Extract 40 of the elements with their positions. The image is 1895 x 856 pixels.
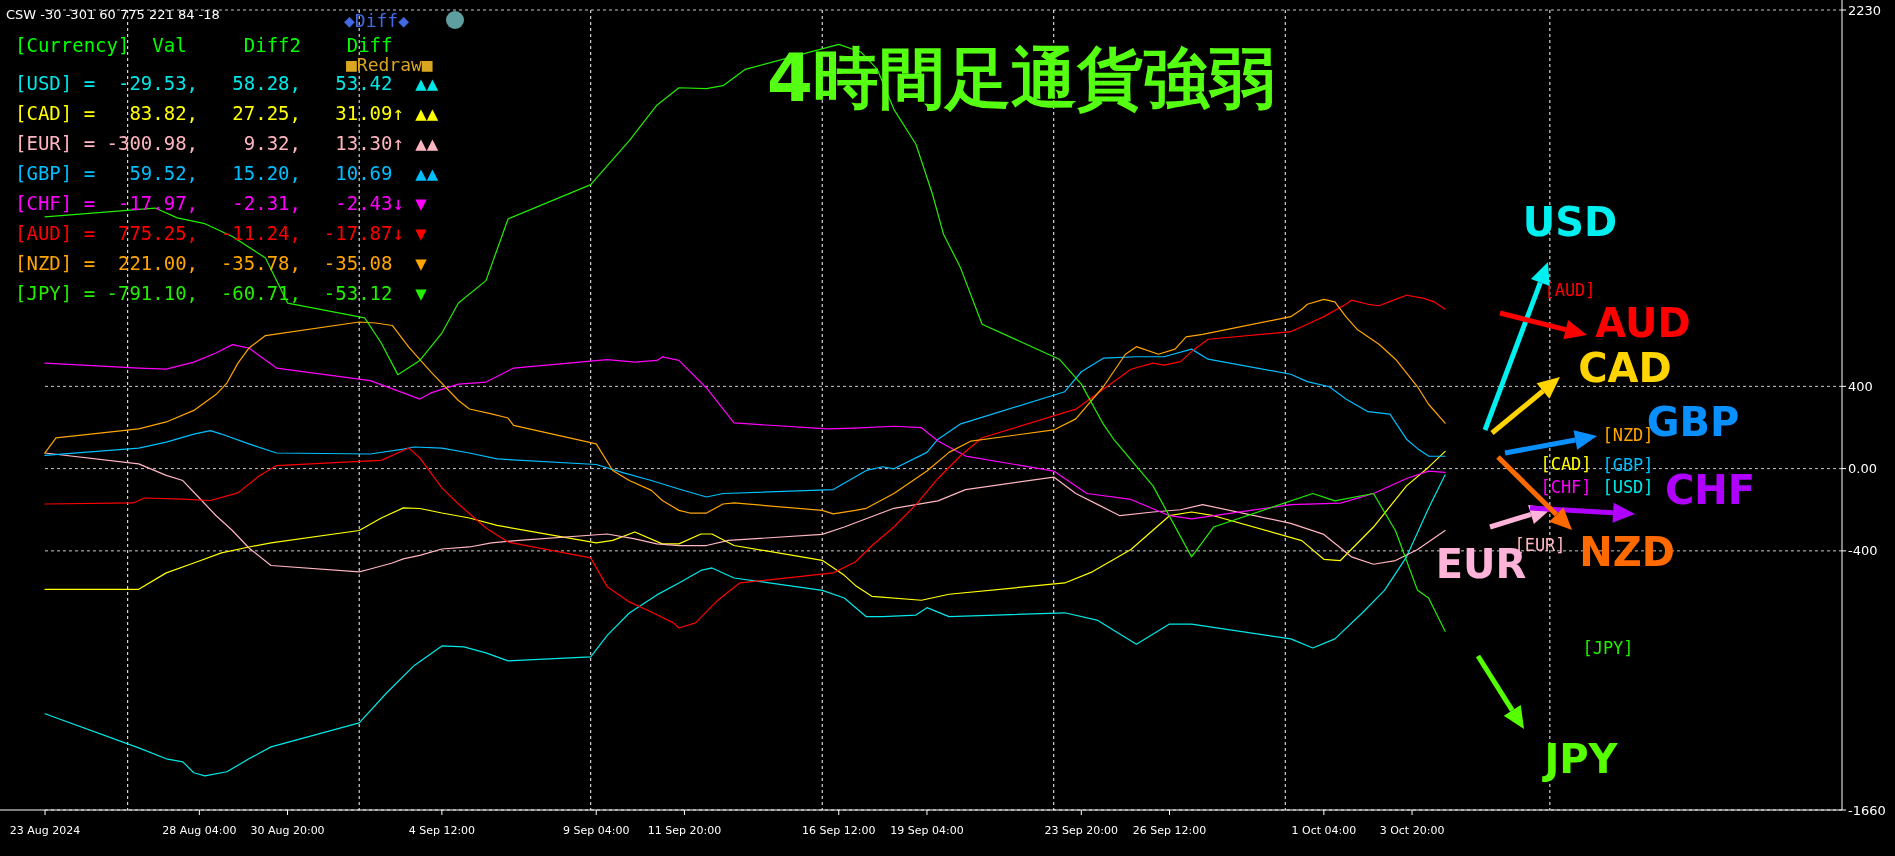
y-tick-label: 400 <box>1848 378 1873 394</box>
annotation: CSW -30 -301 60 775 221 84 -18 <box>6 6 220 22</box>
annotation: [GBP] <box>1602 455 1654 475</box>
annotation: CHF <box>1664 467 1756 513</box>
annotation: [USD] = -29.53, 58.28, 53.42 ▲▲ <box>15 72 439 94</box>
y-tick-label: 0.00 <box>1848 461 1877 477</box>
x-tick-label: 16 Sep 12:00 <box>802 823 876 837</box>
y-tick-label: 2230 <box>1848 2 1882 18</box>
x-tick-label: 11 Sep 20:00 <box>647 823 722 837</box>
annotation: [AUD] <box>1544 280 1596 300</box>
x-tick-label: 23 Sep 20:00 <box>1044 823 1119 837</box>
x-tick-label: 23 Aug 2024 <box>9 823 81 837</box>
annotation: [CHF] = -17.97, -2.31, -2.43↓ ▼ <box>15 192 428 214</box>
x-tick-label: 26 Sep 12:00 <box>1132 823 1207 837</box>
annotation: JPY <box>1541 736 1619 782</box>
x-tick-label: 30 Aug 20:00 <box>250 823 325 837</box>
x-tick-label: 1 Oct 04:00 <box>1291 823 1357 837</box>
annotation: AUD <box>1595 300 1691 346</box>
annotation: [CHF] <box>1540 477 1592 497</box>
annotation: [USD] <box>1602 477 1654 497</box>
annotation: [JPY] <box>1582 638 1634 658</box>
annotation: ■Redraw■ <box>346 53 433 75</box>
annotation: USD <box>1522 199 1618 245</box>
annotation: NZD <box>1579 529 1675 575</box>
x-tick-label: 28 Aug 04:00 <box>162 823 237 837</box>
x-tick-label: 19 Sep 04:00 <box>890 823 964 837</box>
y-tick-label: -400 <box>1848 543 1878 559</box>
annotation: [AUD] = 775.25, -11.24, -17.87↓ ▼ <box>15 222 428 244</box>
x-tick-label: 3 Oct 20:00 <box>1379 823 1445 837</box>
annotation: CAD <box>1578 345 1672 391</box>
x-tick-label: 9 Sep 04:00 <box>563 823 630 837</box>
text: 4時間足通貨強弱 <box>767 39 1275 117</box>
annotation: [CAD] = 83.82, 27.25, 31.09↑ ▲▲ <box>15 102 439 124</box>
annotation: [Currency] Val Diff2 Diff <box>15 34 393 56</box>
annotation: [GBP] = 59.52, 15.20, 10.69 ▲▲ <box>15 162 439 184</box>
y-tick-label: -1660 <box>1848 802 1886 818</box>
annotation: [CAD] <box>1540 454 1592 474</box>
annotation: ◆Diff◆ <box>344 9 410 31</box>
annotation: [EUR] = -300.98, 9.32, 13.30↑ ▲▲ <box>15 132 439 154</box>
x-tick-label: 4 Sep 12:00 <box>408 823 476 837</box>
